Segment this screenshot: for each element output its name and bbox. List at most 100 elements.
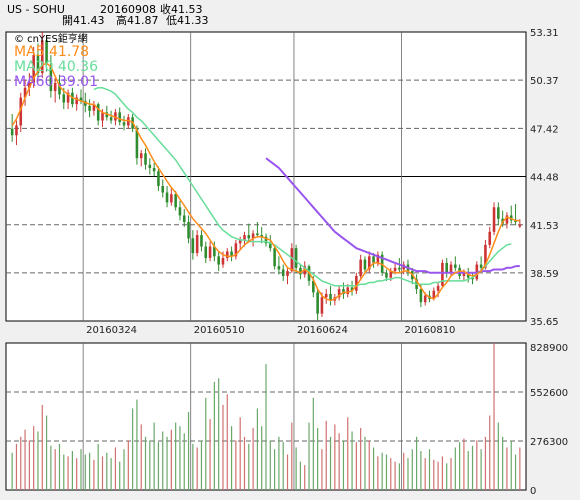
volume-y-tick: 0: [530, 486, 536, 497]
candle-body: [84, 100, 87, 106]
candle-body: [148, 164, 152, 168]
candle-body: [436, 285, 440, 291]
candle-body: [187, 221, 190, 239]
candle-body: [170, 194, 173, 203]
candle-body: [471, 277, 474, 280]
candle-body: [71, 92, 74, 105]
candle-body: [139, 153, 143, 159]
candle-body: [36, 55, 40, 74]
header-low: 低41.33: [166, 14, 209, 27]
candle-body: [299, 267, 302, 275]
candle-body: [454, 264, 457, 268]
candle-body: [182, 215, 186, 222]
candle-body: [204, 246, 208, 258]
candle-body: [92, 104, 96, 111]
price-x-tick: 20160324: [86, 325, 137, 336]
candle-body: [509, 215, 513, 221]
candle-body: [277, 266, 281, 270]
candle-body: [23, 87, 27, 98]
candle-body: [165, 192, 169, 203]
candle-body: [445, 262, 448, 273]
price-y-tick: 41.53: [530, 221, 559, 232]
candle-body: [225, 251, 229, 258]
volume-y-tick: 552600: [530, 388, 568, 399]
candle-body: [449, 264, 453, 273]
candle-body: [441, 262, 444, 286]
price-x-axis: 20160324 20160510 20160624 20160810: [86, 325, 455, 336]
price-y-tick: 38.59: [530, 269, 559, 280]
candle-body: [247, 235, 251, 239]
candle-body: [398, 267, 401, 270]
price-x-tick: 20160510: [194, 325, 245, 336]
candle-body: [208, 246, 212, 258]
candle-body: [256, 233, 259, 236]
candle-body: [15, 125, 18, 136]
candle-body: [157, 171, 160, 186]
candle-body: [105, 112, 109, 118]
candle-body: [178, 207, 182, 216]
volume-y-tick: 828900: [530, 343, 568, 354]
price-y-tick: 44.48: [530, 173, 559, 184]
ma60-line: [265, 157, 520, 274]
legend-ma60: MA60 39.01: [14, 74, 98, 90]
candle-body: [462, 272, 466, 276]
price-y-axis: 53.31 50.37 47.42 44.48 41.53 38.59 35.65: [530, 28, 559, 328]
candle-body: [28, 82, 31, 88]
volume-series: [11, 343, 521, 490]
candle-body: [251, 233, 255, 239]
candle-body: [10, 128, 14, 136]
candle-body: [316, 292, 319, 314]
candle-body: [355, 275, 358, 291]
volume-y-axis: 828900 552600 276300 0: [530, 343, 568, 497]
candle-body: [419, 289, 423, 303]
candle-body: [514, 220, 517, 222]
candle-body: [122, 122, 126, 126]
candle-body: [359, 259, 362, 276]
candle-body: [161, 185, 165, 193]
price-x-tick: 20160624: [297, 325, 348, 336]
candle-body: [294, 248, 298, 268]
price-x-tick: 20160810: [405, 325, 456, 336]
candle-body: [200, 235, 203, 247]
candle-body: [118, 112, 122, 123]
candle-body: [264, 236, 268, 244]
candle-body: [320, 297, 324, 314]
candle-body: [53, 82, 57, 92]
candle-body: [518, 224, 522, 227]
candle-body: [75, 97, 78, 105]
price-y-tick: 35.65: [530, 317, 559, 328]
candle-body: [109, 117, 113, 121]
candle-body: [88, 105, 91, 111]
candle-body: [243, 235, 246, 240]
candle-body: [269, 243, 272, 249]
candle-body: [497, 207, 500, 219]
legend-ma20: MA20 40.36: [14, 59, 98, 75]
candle-body: [488, 231, 492, 245]
candle-body: [329, 293, 332, 301]
candle-body: [66, 92, 70, 103]
candle-body: [32, 55, 35, 83]
candle-body: [58, 82, 61, 95]
candle-body: [221, 257, 225, 265]
candle-body: [337, 289, 341, 298]
candle-body: [492, 207, 496, 232]
candle-body: [312, 280, 315, 293]
candle-body: [195, 235, 199, 254]
candle-body: [127, 117, 130, 126]
copyright-text: © cnYES鉅亨網: [14, 32, 88, 45]
candle-body: [385, 272, 388, 278]
price-y-tick: 53.31: [530, 28, 559, 39]
candle-body: [234, 243, 238, 257]
header-symbol: US - SOHU: [7, 3, 65, 16]
ma20-line: [93, 87, 512, 287]
candle-body: [505, 215, 509, 224]
candle-body: [152, 167, 156, 172]
candle-body: [260, 235, 263, 237]
candle-body: [376, 254, 380, 263]
candle-body: [19, 97, 23, 126]
candle-body: [79, 97, 83, 101]
candle-body: [217, 256, 220, 265]
candle-body: [350, 287, 354, 291]
candle-body: [324, 293, 328, 298]
